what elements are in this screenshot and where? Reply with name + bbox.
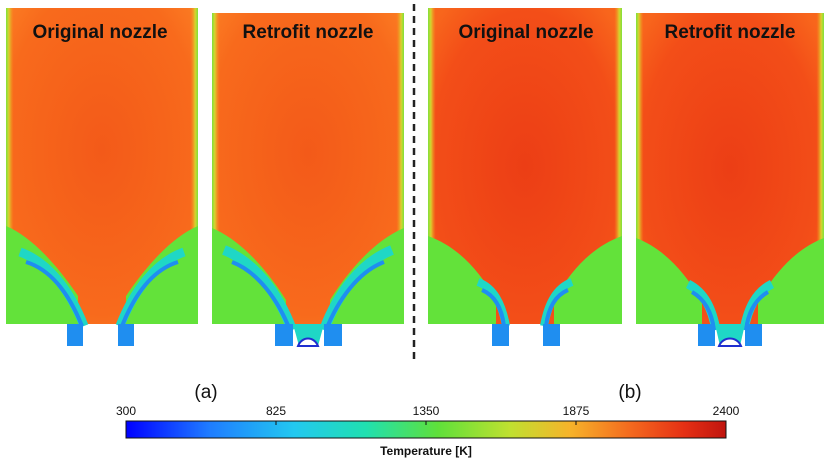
- panel-title: Original nozzle: [32, 22, 167, 43]
- panel-title: Retrofit nozzle: [243, 22, 374, 43]
- colorbar-title: Temperature [K]: [380, 444, 472, 458]
- colorbar-tick-label: 825: [266, 404, 286, 418]
- panel-title: Original nozzle: [458, 22, 593, 43]
- sublabel-a: (a): [194, 382, 217, 403]
- panel-title: Retrofit nozzle: [665, 22, 796, 43]
- colorbar-ticks: 300 825 1350 1875 2400: [116, 404, 740, 425]
- panel-a-original-nozzle: Original nozzle: [6, 8, 198, 346]
- colorbar-tick-label: 300: [116, 404, 136, 418]
- panel-b-original-nozzle: Original nozzle: [428, 8, 622, 346]
- sublabel-b: (b): [618, 382, 641, 403]
- colorbar-tick-label: 2400: [713, 404, 740, 418]
- colorbar: 300 825 1350 1875 2400 Temperature [K]: [116, 404, 740, 458]
- panel-b-retrofit-nozzle: Retrofit nozzle: [636, 13, 824, 347]
- panel-a-retrofit-nozzle: Retrofit nozzle: [212, 13, 404, 347]
- colorbar-tick-label: 1875: [563, 404, 590, 418]
- colorbar-tick-label: 1350: [413, 404, 440, 418]
